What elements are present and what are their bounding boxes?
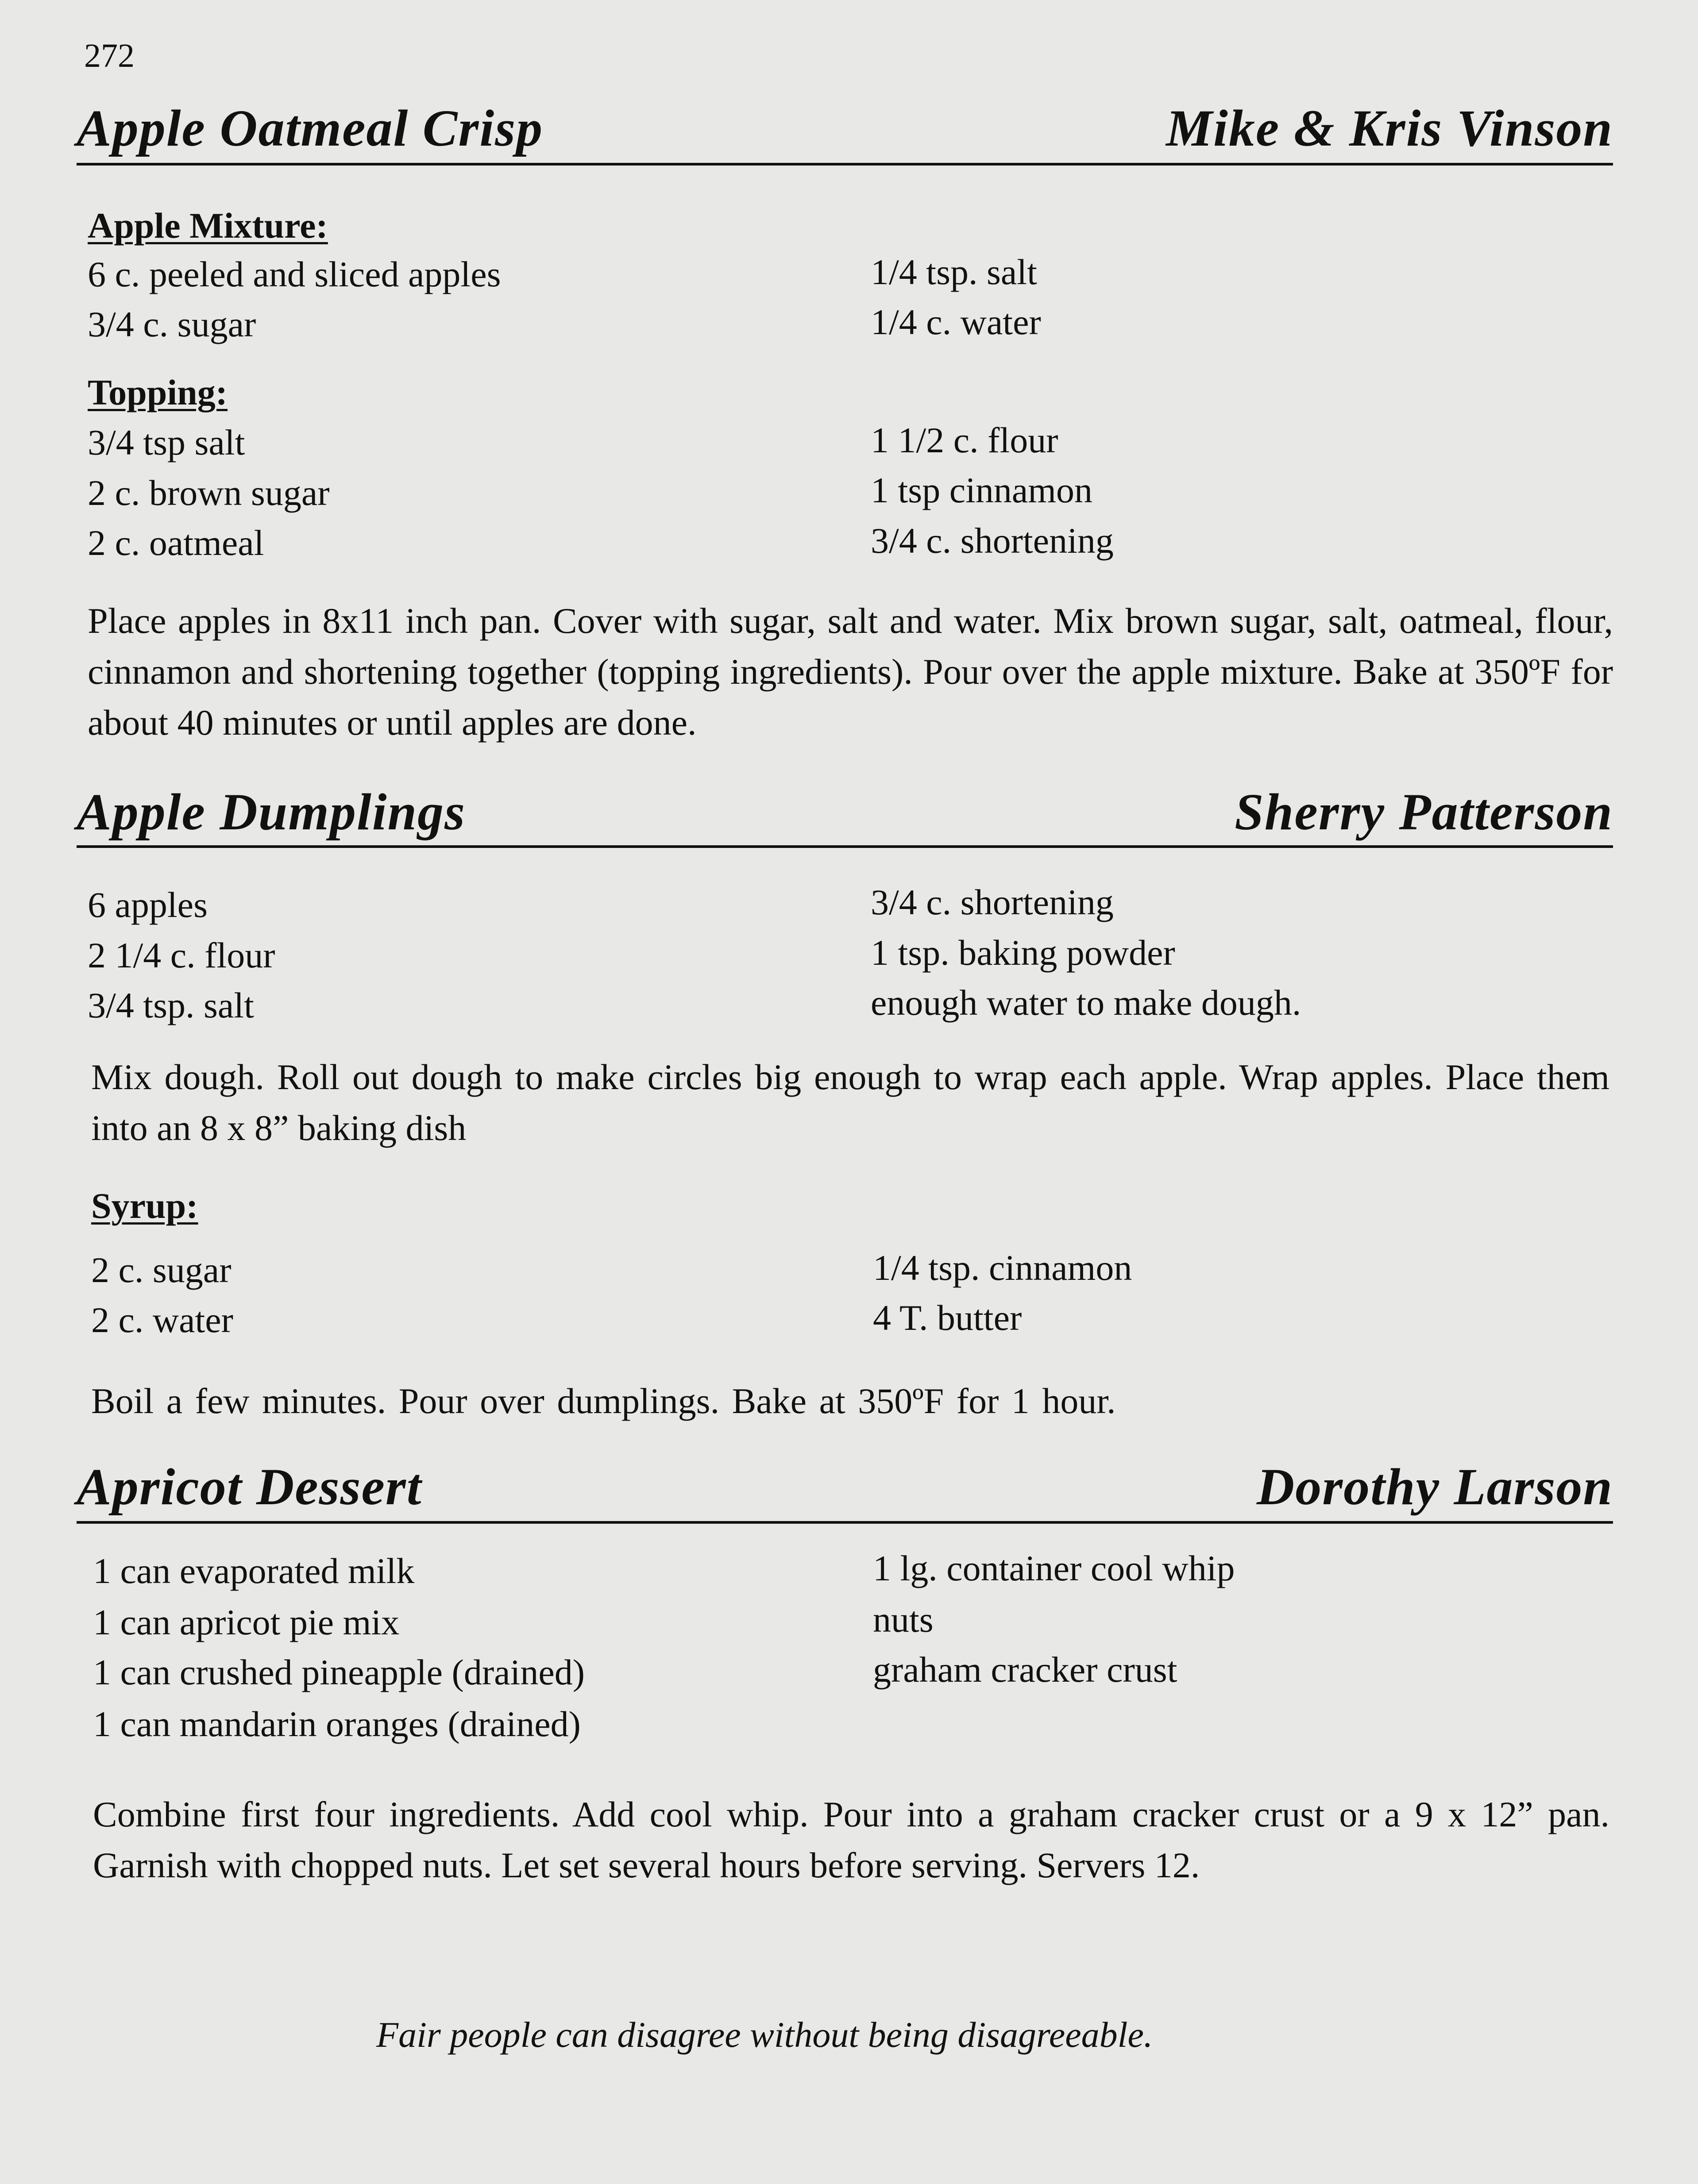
ingredient: 6 c. peeled and sliced apples	[88, 254, 501, 294]
ingredient: 1/4 tsp. cinnamon	[873, 1248, 1132, 1288]
ingredient: 3/4 c. sugar	[88, 304, 256, 344]
ingredient: 1/4 tsp. salt	[871, 252, 1037, 292]
ingredient: 3/4 c. shortening	[871, 520, 1114, 561]
directions: Place apples in 8x11 inch pan. Cover wit…	[88, 601, 1613, 743]
quote: Fair people can disagree without being d…	[376, 2015, 1153, 2055]
ingredient: 1 can mandarin oranges (drained)	[93, 1704, 581, 1744]
page-number: 272	[84, 37, 135, 74]
recipe-title: Apricot Dessert	[77, 1458, 422, 1516]
ingredient: nuts	[873, 1599, 934, 1640]
ingredient: 3/4 tsp salt	[88, 422, 245, 462]
ingredient: 3/4 c. shortening	[871, 882, 1114, 922]
syrup-directions: Boil a few minutes. Pour over dumplings.…	[91, 1381, 1116, 1421]
ingredient: 3/4 tsp. salt	[88, 985, 254, 1025]
ingredient: 1 lg. container cool whip	[873, 1548, 1235, 1588]
recipe-author: Dorothy Larson	[1257, 1458, 1613, 1516]
recipe-author: Mike & Kris Vinson	[1166, 99, 1613, 157]
ingredient: 1 tsp cinnamon	[871, 470, 1093, 510]
ingredient: 1/4 c. water	[871, 302, 1041, 342]
ingredient: 1 can crushed pineapple (drained)	[93, 1652, 585, 1692]
directions: Combine first four ingredients. Add cool…	[93, 1794, 1609, 1885]
ingredient: 1 tsp. baking powder	[871, 932, 1175, 973]
ingredient: 2 c. brown sugar	[88, 473, 330, 513]
ingredient: 1 can apricot pie mix	[93, 1602, 400, 1642]
ingredient: 2 1/4 c. flour	[88, 935, 275, 975]
ingredient: enough water to make dough.	[871, 982, 1301, 1023]
section-heading: Syrup:	[91, 1186, 198, 1226]
ingredient: 6 apples	[88, 885, 208, 925]
title-rule	[77, 1521, 1613, 1524]
section-heading: Topping:	[88, 372, 228, 412]
ingredient: 2 c. oatmeal	[88, 523, 264, 563]
title-rule	[77, 845, 1613, 848]
ingredient: 4 T. butter	[873, 1298, 1022, 1338]
recipe-title: Apple Dumplings	[77, 783, 466, 841]
ingredient: graham cracker crust	[873, 1649, 1177, 1690]
ingredient: 1 1/2 c. flour	[871, 420, 1058, 460]
ingredient: 1 can evaporated milk	[93, 1551, 415, 1591]
directions: Mix dough. Roll out dough to make circle…	[91, 1057, 1609, 1148]
recipe-author: Sherry Patterson	[1235, 783, 1613, 841]
title-rule	[77, 163, 1613, 166]
ingredient: 2 c. water	[91, 1300, 233, 1340]
recipe-title: Apple Oatmeal Crisp	[77, 99, 544, 157]
ingredient: 2 c. sugar	[91, 1250, 232, 1290]
section-heading: Apple Mixture:	[88, 205, 328, 246]
